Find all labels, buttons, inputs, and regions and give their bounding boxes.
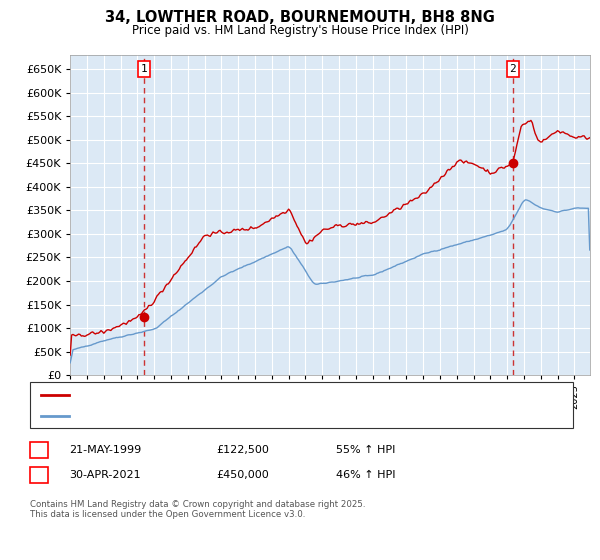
Text: Contains HM Land Registry data © Crown copyright and database right 2025.
This d: Contains HM Land Registry data © Crown c… xyxy=(30,500,365,519)
Text: 55% ↑ HPI: 55% ↑ HPI xyxy=(336,445,395,455)
Text: £122,500: £122,500 xyxy=(216,445,269,455)
Text: 30-APR-2021: 30-APR-2021 xyxy=(69,470,140,480)
Text: 2: 2 xyxy=(509,64,516,74)
Text: HPI: Average price, semi-detached house, Bournemouth Christchurch and Poole: HPI: Average price, semi-detached house,… xyxy=(75,410,492,421)
Text: £450,000: £450,000 xyxy=(216,470,269,480)
Text: 34, LOWTHER ROAD, BOURNEMOUTH, BH8 8NG: 34, LOWTHER ROAD, BOURNEMOUTH, BH8 8NG xyxy=(105,10,495,25)
Text: Price paid vs. HM Land Registry's House Price Index (HPI): Price paid vs. HM Land Registry's House … xyxy=(131,24,469,36)
Text: 2: 2 xyxy=(35,470,43,480)
Text: 34, LOWTHER ROAD, BOURNEMOUTH, BH8 8NG (semi-detached house): 34, LOWTHER ROAD, BOURNEMOUTH, BH8 8NG (… xyxy=(75,390,447,400)
Text: 46% ↑ HPI: 46% ↑ HPI xyxy=(336,470,395,480)
Text: 1: 1 xyxy=(140,64,147,74)
Text: 21-MAY-1999: 21-MAY-1999 xyxy=(69,445,141,455)
Text: 1: 1 xyxy=(35,445,43,455)
